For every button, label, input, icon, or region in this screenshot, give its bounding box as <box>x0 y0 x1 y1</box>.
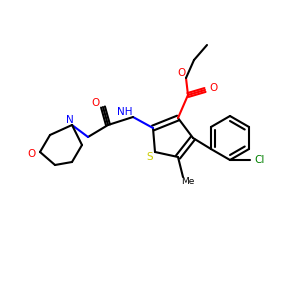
Text: O: O <box>91 98 99 108</box>
Text: Me: Me <box>181 176 195 185</box>
Text: S: S <box>147 152 153 162</box>
Text: NH: NH <box>117 107 133 117</box>
Text: N: N <box>66 115 74 125</box>
Text: Cl: Cl <box>255 155 265 165</box>
Text: O: O <box>209 83 217 93</box>
Text: O: O <box>178 68 186 78</box>
Text: O: O <box>28 149 36 159</box>
